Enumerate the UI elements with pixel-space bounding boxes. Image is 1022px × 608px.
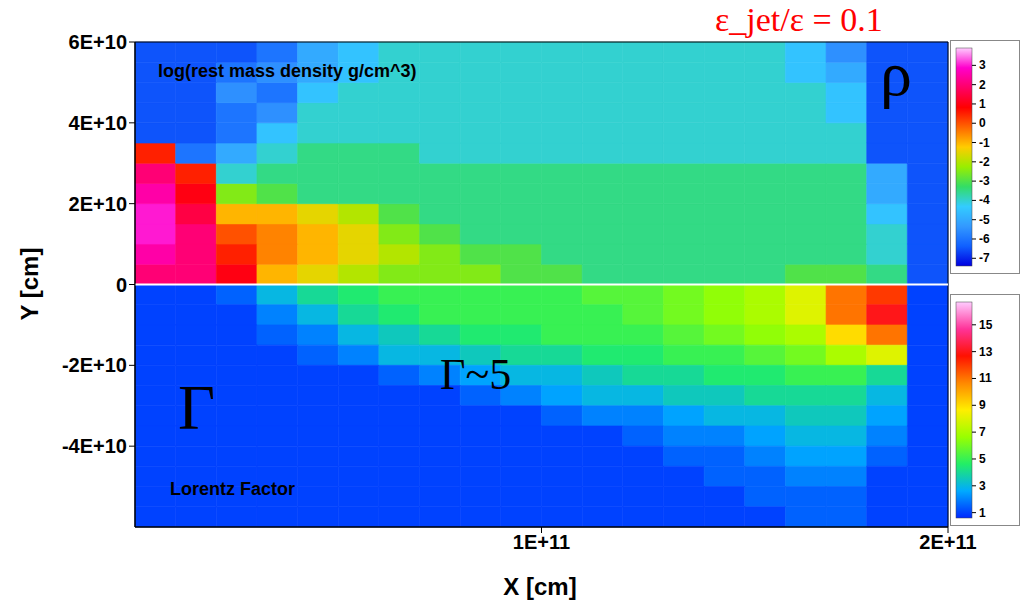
svg-text:15: 15: [979, 318, 993, 332]
svg-text:7: 7: [979, 425, 986, 439]
svg-text:2: 2: [979, 78, 986, 92]
html-text:Γ: Γ: [178, 372, 215, 443]
svg-text:1E+11: 1E+11: [513, 531, 570, 553]
svg-text:3: 3: [979, 58, 986, 72]
html-text:Lorentz Factor: Lorentz Factor: [170, 479, 295, 499]
svg-text:-3: -3: [979, 174, 990, 188]
svg-text:-1: -1: [979, 136, 990, 150]
html-text:ε_jet/ε = 0.1: ε_jet/ε = 0.1: [715, 1, 883, 38]
svg-text:-4E+10: -4E+10: [62, 435, 127, 457]
svg-text:-6: -6: [979, 232, 990, 246]
svg-text:4E+10: 4E+10: [69, 112, 127, 134]
html-text:X [cm]: X [cm]: [503, 573, 577, 600]
svg-text:-4: -4: [979, 193, 990, 207]
svg-text:1: 1: [979, 506, 986, 520]
svg-text:2E+11: 2E+11: [919, 531, 976, 553]
svg-text:0: 0: [116, 274, 127, 296]
svg-text:3: 3: [979, 479, 986, 493]
svg-text:13: 13: [979, 345, 993, 359]
svg-text:2E+10: 2E+10: [69, 193, 127, 215]
html-text:log(rest mass density g/cm^3): log(rest mass density g/cm^3): [158, 61, 417, 81]
svg-text:5: 5: [979, 452, 986, 466]
svg-text:-2E+10: -2E+10: [62, 354, 127, 376]
svg-text:1: 1: [979, 97, 986, 111]
svg-text:-5: -5: [979, 213, 990, 227]
html-text:ρ: ρ: [880, 38, 912, 109]
html-text:Y [cm]: Y [cm]: [16, 247, 43, 321]
svg-text:11: 11: [979, 371, 992, 385]
svg-text:-2: -2: [979, 155, 990, 169]
svg-text:0: 0: [979, 116, 986, 130]
svg-text:9: 9: [979, 398, 986, 412]
html-text:Γ~5: Γ~5: [440, 350, 512, 399]
svg-text:-7: -7: [979, 251, 990, 265]
svg-text:6E+10: 6E+10: [69, 31, 127, 53]
